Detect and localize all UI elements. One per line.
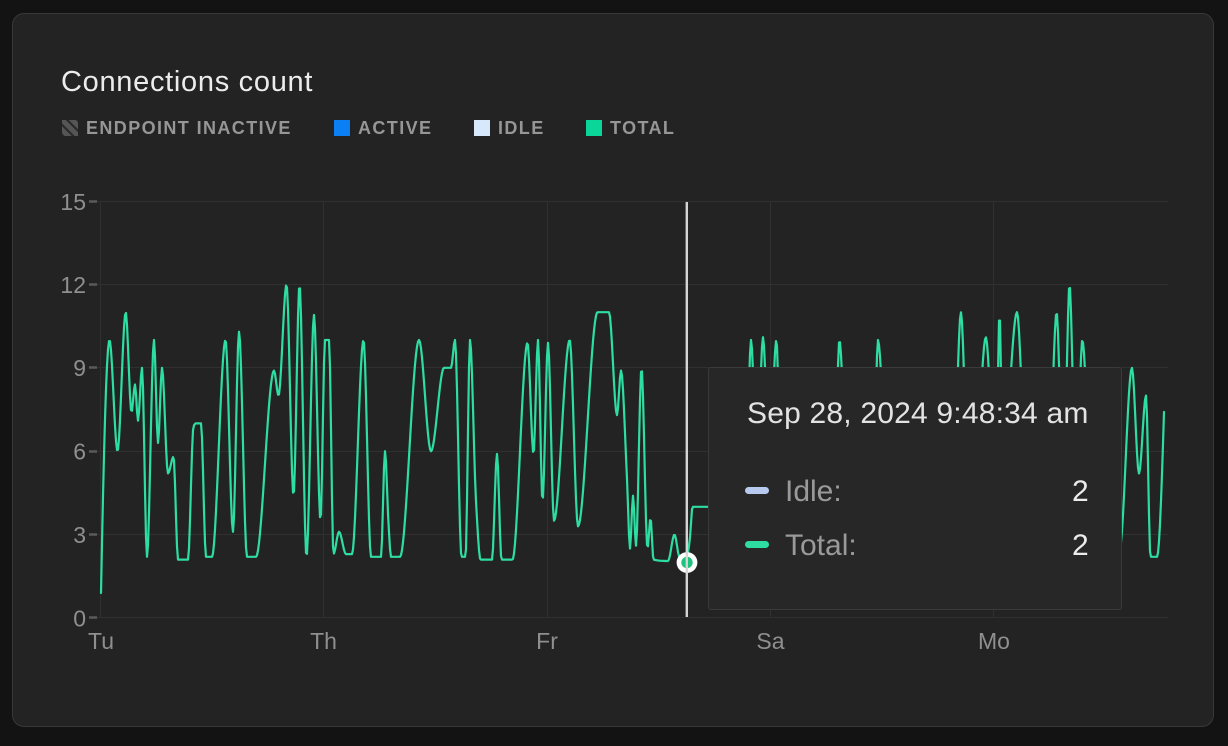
svg-text:Sa: Sa xyxy=(756,628,784,654)
svg-text:6: 6 xyxy=(73,439,86,465)
svg-text:3: 3 xyxy=(73,522,86,548)
svg-text:Fr: Fr xyxy=(536,628,558,654)
svg-text:Th: Th xyxy=(310,628,337,654)
svg-text:12: 12 xyxy=(60,272,86,298)
svg-text:Tu: Tu xyxy=(88,628,114,654)
svg-text:0: 0 xyxy=(73,606,86,632)
svg-text:9: 9 xyxy=(73,355,86,381)
svg-text:Mo: Mo xyxy=(978,628,1010,654)
svg-text:15: 15 xyxy=(60,189,86,215)
